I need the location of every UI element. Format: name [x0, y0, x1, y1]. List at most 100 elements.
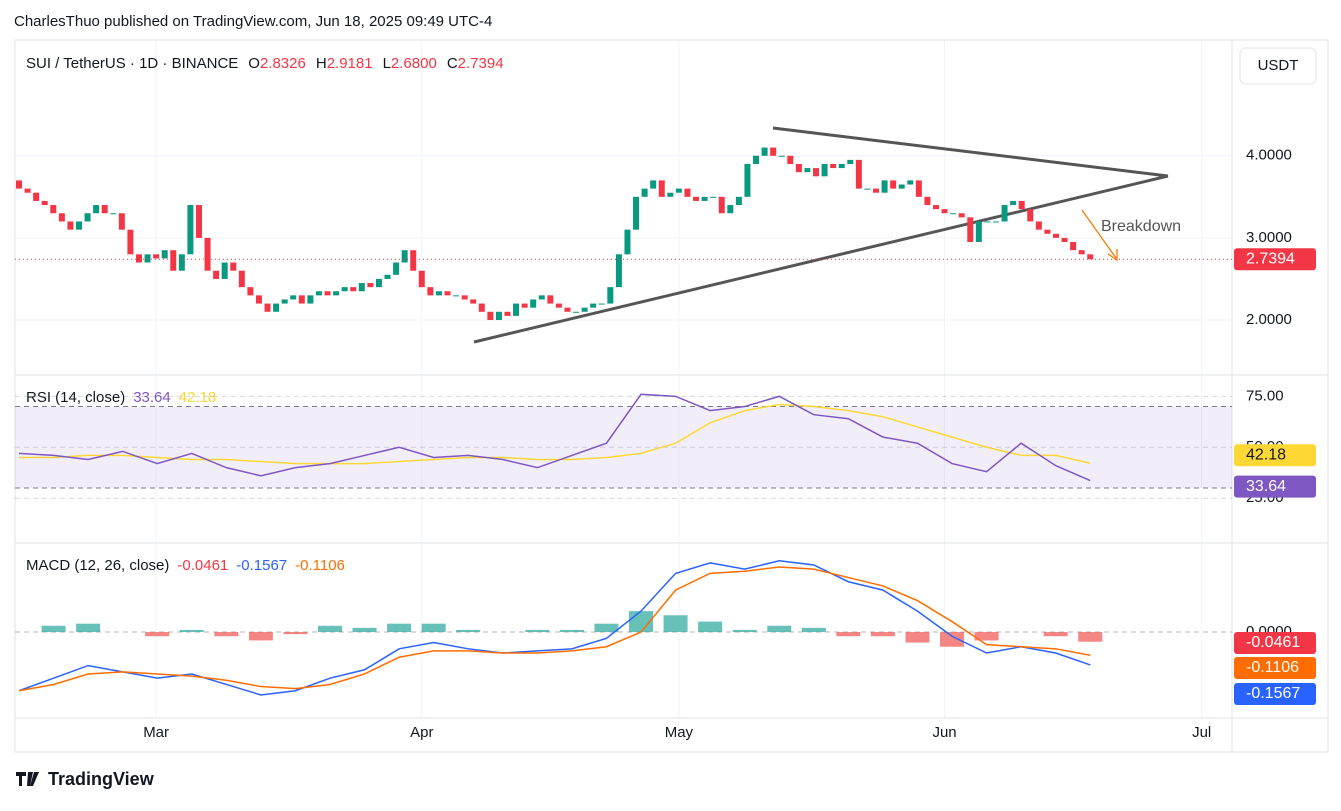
- histogram-bar: [905, 632, 930, 643]
- histogram-bar: [318, 625, 343, 633]
- candle-body: [1078, 250, 1085, 255]
- candle-body: [701, 196, 708, 201]
- price-box-label: -0.1567: [1246, 685, 1300, 702]
- candle-body: [375, 278, 382, 288]
- candle-body: [1087, 254, 1094, 260]
- candle-body: [735, 196, 742, 206]
- candle-body: [298, 295, 305, 304]
- x-tick-label: Mar: [143, 724, 169, 741]
- histogram-bar: [698, 621, 723, 633]
- candle-body: [795, 163, 802, 173]
- histogram-bar: [179, 629, 204, 633]
- candle-body: [255, 295, 262, 304]
- candle-body: [890, 180, 897, 189]
- candle-body: [444, 291, 451, 296]
- candle-body: [907, 180, 914, 185]
- candle-body: [487, 311, 494, 320]
- macd-legend: MACD (12, 26, close) -0.0461 -0.1567 -0.110…: [26, 557, 345, 574]
- histogram-bar: [421, 623, 446, 633]
- candle-body: [658, 180, 665, 197]
- histogram-bar: [1043, 632, 1068, 637]
- candle-body: [1070, 241, 1077, 251]
- histogram-bar: [836, 632, 861, 637]
- histogram-bar: [767, 625, 792, 633]
- candle-body: [873, 188, 879, 193]
- rsi-ma-value: 42.18: [179, 389, 217, 406]
- candle-body: [555, 303, 562, 308]
- candle-body: [1018, 200, 1025, 210]
- trendline: [473, 174, 1169, 344]
- macd-value: -0.1567: [236, 557, 287, 574]
- candle-body: [624, 229, 631, 255]
- candle-body: [161, 250, 168, 259]
- candle-body: [590, 303, 597, 308]
- candle-body: [727, 205, 734, 214]
- candle-body: [127, 229, 134, 255]
- candle-body: [598, 303, 605, 305]
- candle-body: [718, 196, 725, 214]
- price-box-label: -0.1106: [1246, 659, 1299, 676]
- histogram-bar: [594, 623, 619, 633]
- h: 2.9181: [327, 55, 373, 72]
- candle-body: [1052, 233, 1059, 238]
- candle-body: [118, 213, 125, 230]
- candle-body: [1010, 200, 1017, 206]
- candle-body: [101, 205, 108, 214]
- candle-body: [393, 262, 400, 275]
- histogram-bar: [387, 623, 412, 633]
- candle-body: [221, 262, 228, 279]
- candle-body: [153, 254, 160, 259]
- candle-body: [461, 295, 468, 300]
- histogram-bar: [525, 629, 550, 633]
- symbol: SUI / TetherUS · 1D · BINANCE: [26, 55, 238, 72]
- candle-body: [435, 291, 442, 296]
- price-box: [1234, 248, 1316, 271]
- currency-button[interactable]: [1239, 47, 1317, 85]
- rsi-legend: RSI (14, close) 33.64 42.18: [26, 389, 216, 406]
- candle-body: [924, 196, 931, 206]
- histogram-bar: [76, 623, 101, 633]
- y-tick-label: 3.0000: [1246, 229, 1292, 246]
- candle-body: [427, 287, 434, 296]
- candle-body: [290, 295, 297, 300]
- candle-body: [213, 270, 220, 279]
- histogram-bar: [283, 632, 308, 635]
- l: 2.6800: [391, 55, 437, 72]
- candle-body: [135, 254, 142, 263]
- candle-body: [932, 205, 939, 210]
- candle-body: [1061, 237, 1068, 242]
- o: 2.8326: [260, 55, 306, 72]
- price-box: [1234, 475, 1316, 498]
- arrow-head: [1107, 249, 1118, 262]
- candle-body: [521, 303, 528, 308]
- candle-body: [513, 303, 520, 316]
- price-box: [1234, 632, 1316, 654]
- histogram-bar: [41, 625, 66, 633]
- candle-body: [230, 262, 237, 271]
- candle-body: [675, 188, 682, 193]
- histogram-bar: [870, 632, 895, 637]
- histogram-bar: [456, 629, 481, 633]
- candle-body: [58, 213, 65, 222]
- candle-body: [401, 250, 408, 263]
- histogram-bar: [732, 629, 757, 633]
- c: 2.7394: [458, 55, 504, 72]
- trendline: [772, 126, 1169, 178]
- rsi-value: 33.64: [133, 389, 171, 406]
- candle-body: [864, 188, 871, 190]
- candle-body: [650, 180, 657, 189]
- candle-body: [358, 283, 365, 292]
- candle-body: [573, 311, 580, 313]
- candle-body: [281, 299, 288, 304]
- candle-body: [1027, 209, 1034, 222]
- histogram-bar: [248, 632, 273, 641]
- histogram-bar: [214, 632, 239, 637]
- price-box-label: 33.64: [1246, 478, 1286, 495]
- candle-body: [504, 311, 511, 316]
- candle-body: [204, 237, 211, 271]
- candle-body: [941, 209, 948, 214]
- line: [19, 403, 1091, 465]
- candle-body: [915, 180, 922, 197]
